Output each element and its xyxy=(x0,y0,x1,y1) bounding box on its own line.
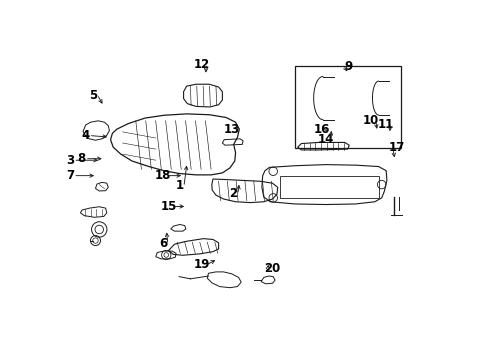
Text: 12: 12 xyxy=(193,58,209,71)
Text: 6: 6 xyxy=(159,237,167,250)
Text: 4: 4 xyxy=(81,129,89,142)
Text: 18: 18 xyxy=(155,169,171,182)
Text: 17: 17 xyxy=(388,141,405,154)
Text: 20: 20 xyxy=(264,261,280,275)
Text: 3: 3 xyxy=(66,154,74,167)
Text: 11: 11 xyxy=(377,118,393,131)
Text: 14: 14 xyxy=(317,133,333,146)
Text: 9: 9 xyxy=(344,60,352,73)
Text: 16: 16 xyxy=(313,123,329,136)
Text: 2: 2 xyxy=(229,187,237,200)
Text: 10: 10 xyxy=(362,114,379,127)
Text: 7: 7 xyxy=(66,169,74,182)
Bar xyxy=(294,66,401,148)
Text: 8: 8 xyxy=(77,152,85,165)
Text: 19: 19 xyxy=(193,258,209,271)
Text: 1: 1 xyxy=(175,179,183,192)
Bar xyxy=(280,176,378,198)
Text: 13: 13 xyxy=(223,123,240,136)
Text: 15: 15 xyxy=(160,200,177,213)
Text: 5: 5 xyxy=(89,89,97,102)
